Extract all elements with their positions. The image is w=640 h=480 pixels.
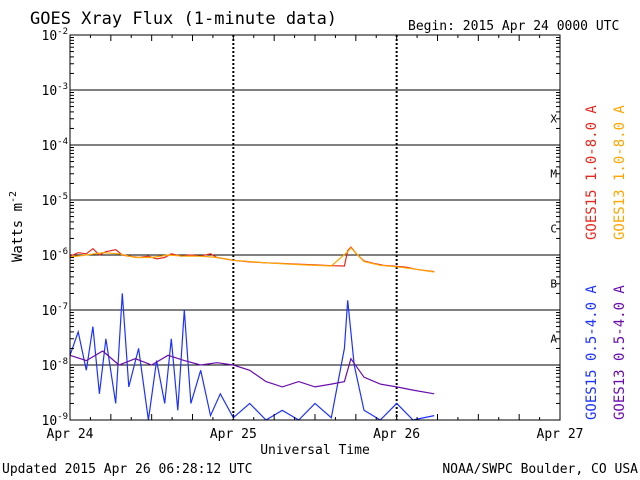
- legend-entry: GOES15 1.0-8.0 A: [584, 105, 600, 240]
- svg-text:Watts m-2: Watts m-2: [8, 191, 26, 262]
- x-tick-label: Apr 25: [210, 427, 257, 442]
- legend-entry: GOES15 0.5-4.0 A: [584, 285, 600, 420]
- y-tick-label: 10-9: [42, 412, 69, 429]
- y-tick-label: 10-8: [42, 357, 69, 374]
- legend-entry: GOES13 0.5-4.0 A: [612, 285, 628, 420]
- y-tick-label: 10-4: [42, 137, 69, 154]
- updated-timestamp: Updated 2015 Apr 26 06:28:12 UTC: [2, 462, 252, 477]
- x-axis-title: Universal Time: [260, 443, 370, 458]
- y-tick-label: 10-7: [42, 302, 69, 319]
- flare-class-label: C: [550, 223, 557, 236]
- y-axis-label-sup: -2: [8, 191, 19, 203]
- credit-label: NOAA/SWPC Boulder, CO USA: [442, 462, 638, 477]
- x-tick-label: Apr 26: [373, 427, 420, 442]
- series-line: [69, 293, 435, 421]
- y-axis-label-text: Watts m: [10, 203, 26, 262]
- y-tick-label: 10-5: [42, 192, 69, 209]
- series-line: [69, 246, 435, 273]
- legend-entry: GOES13 1.0-8.0 A: [612, 105, 628, 240]
- x-tick-label: Apr 24: [47, 427, 94, 442]
- begin-label: Begin: 2015 Apr 24 0000 UTC: [408, 19, 619, 34]
- series-line: [69, 350, 435, 395]
- flare-class-label: A: [550, 333, 557, 346]
- flare-class-label: X: [550, 113, 557, 126]
- flare-class-label: B: [550, 278, 557, 291]
- series-line: [69, 246, 435, 273]
- y-axis-label: Watts m-2: [8, 191, 26, 262]
- flare-class-label: M: [550, 168, 557, 181]
- x-tick-label: Apr 27: [537, 427, 584, 442]
- y-tick-label: 10-2: [42, 27, 69, 44]
- y-tick-label: 10-3: [42, 82, 69, 99]
- y-tick-label: 10-6: [42, 247, 69, 264]
- chart-title: GOES Xray Flux (1-minute data): [30, 9, 337, 29]
